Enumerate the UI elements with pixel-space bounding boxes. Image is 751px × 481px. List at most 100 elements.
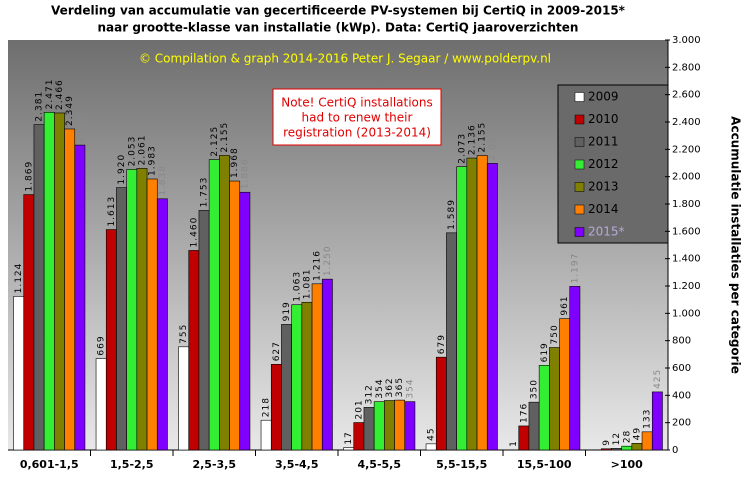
value-label: 354 [405, 378, 415, 398]
bar [281, 324, 292, 451]
y-axis-label: Accumulatie installaties per categorie [729, 116, 743, 374]
value-label: 2.231 [75, 111, 85, 142]
value-label: 1.589 [447, 199, 457, 230]
bar [156, 198, 168, 451]
bar [178, 346, 190, 451]
legend-label: 2009 [588, 90, 619, 104]
value-label: 2.136 [467, 124, 477, 155]
y-tick-label: 1.200 [672, 281, 701, 292]
bar [394, 399, 406, 451]
bar [486, 163, 498, 451]
bar [291, 304, 303, 451]
bar [373, 401, 385, 451]
y-tick-label: 2.000 [672, 172, 701, 183]
legend-label: 2012 [588, 157, 619, 171]
bar [43, 111, 55, 451]
value-label: 961 [560, 295, 570, 315]
bar [311, 283, 323, 451]
value-label: 218 [262, 397, 272, 417]
x-tick-label: 15,5-100 [517, 458, 572, 471]
y-tick-label: 600 [672, 363, 691, 374]
bar [435, 356, 447, 451]
bar [425, 443, 437, 451]
bar [270, 364, 282, 451]
bar [229, 180, 241, 451]
value-label: 1 [509, 440, 519, 447]
value-label: 2.155 [220, 122, 230, 153]
value-label: 1.753 [200, 177, 210, 208]
legend-label: 2013 [588, 180, 619, 194]
x-tick-label: 4,5-5,5 [357, 458, 401, 471]
bar [95, 358, 107, 451]
bar [384, 400, 395, 451]
bar [476, 155, 488, 451]
value-label: 2.053 [127, 136, 137, 167]
bar [239, 191, 251, 451]
legend-swatch [574, 159, 585, 170]
value-label: 362 [385, 377, 395, 397]
bar [54, 112, 65, 451]
bar [74, 144, 86, 451]
value-label: 9 [602, 439, 612, 446]
bar [188, 250, 200, 451]
value-label: 1.216 [313, 250, 323, 281]
value-label: 627 [272, 341, 282, 361]
bar [321, 278, 333, 451]
bar [404, 401, 416, 451]
bar [466, 157, 478, 451]
value-label: 12 [612, 432, 622, 445]
bar [631, 443, 643, 451]
value-label: 1.838 [158, 165, 168, 196]
legend-swatch [574, 92, 585, 102]
bar [136, 168, 148, 451]
value-label: 750 [550, 324, 560, 344]
value-label: 919 [282, 301, 292, 321]
value-label: 354 [375, 378, 385, 398]
value-label: 2.466 [55, 79, 65, 110]
x-tick-label: 1,5-2,5 [110, 458, 154, 471]
value-label: 1.869 [24, 161, 34, 192]
bar [146, 178, 158, 451]
value-label: 669 [97, 335, 107, 355]
value-label: 1.886 [240, 158, 250, 189]
x-tick-label: 0,601-1,5 [20, 458, 79, 471]
value-label: 1.613 [107, 196, 117, 227]
value-label: 45 [427, 427, 437, 440]
bar [518, 425, 530, 451]
value-label: 755 [179, 324, 189, 344]
legend-label: 2015* [588, 225, 625, 239]
value-label: 2.073 [457, 133, 467, 164]
note-text: had to renew their [302, 111, 413, 125]
bar [105, 229, 117, 451]
credit: © Compilation & graph 2014-2016 Peter J.… [139, 52, 551, 66]
value-label: 17 [344, 431, 354, 444]
value-label: 679 [437, 334, 447, 354]
bar [549, 347, 560, 451]
bar [363, 407, 375, 451]
value-label: 2.381 [35, 91, 45, 122]
legend-label: 2010 [588, 112, 619, 126]
value-label: 350 [530, 379, 540, 399]
bar [219, 155, 230, 451]
bar [208, 159, 220, 451]
bar [456, 166, 468, 451]
bar [13, 296, 25, 451]
legend-swatch [574, 182, 585, 192]
legend-swatch [574, 137, 585, 147]
legend-label: 2011 [588, 135, 619, 149]
bar [343, 447, 355, 451]
value-label: 425 [653, 369, 663, 389]
y-tick-label: 1.000 [672, 308, 701, 319]
bar [446, 232, 457, 451]
note-text: Note! CertiQ installations [281, 96, 433, 110]
x-tick-label: 5,5-15,5 [436, 458, 487, 471]
legend-swatch [574, 204, 585, 215]
x-tick-label: 3,5-4,5 [275, 458, 319, 471]
bar [528, 401, 540, 451]
chart-title: Verdeling van accumulatie van gecertific… [51, 4, 626, 18]
legend-swatch [574, 227, 585, 237]
y-tick-label: 1.800 [672, 199, 701, 210]
bar [569, 286, 581, 451]
value-label: 1.968 [230, 147, 240, 178]
